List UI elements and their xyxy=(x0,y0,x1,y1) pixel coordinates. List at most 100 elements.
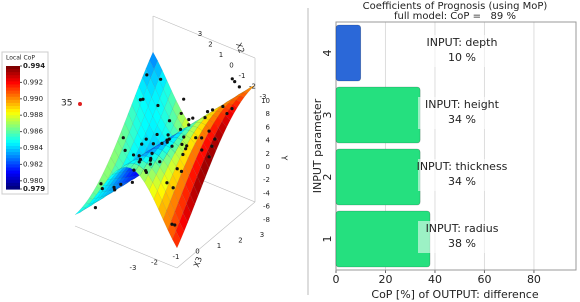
sample-point xyxy=(221,104,225,109)
colorbar-swatch xyxy=(6,145,20,150)
sample-point xyxy=(137,154,141,158)
y-tick-label: 0 xyxy=(266,163,270,171)
colorbar-swatch xyxy=(6,90,20,95)
y-tick-label: -2 xyxy=(263,176,270,184)
y-tick-label: 4 xyxy=(266,137,271,145)
sample-point xyxy=(207,155,211,159)
colorbar-swatch xyxy=(6,121,20,126)
value-label: 34 % xyxy=(448,175,476,188)
surface-patch xyxy=(172,230,181,249)
y-tick-label: -4 xyxy=(263,189,271,197)
colorbar-swatch xyxy=(6,96,20,101)
colorbar-title: Local CoP xyxy=(6,55,35,62)
colorbar-swatch xyxy=(6,170,20,175)
colorbar-tick-label: 0.988 xyxy=(23,111,43,119)
colorbar-swatch xyxy=(6,142,20,147)
sample-point xyxy=(182,135,186,139)
surface-patch xyxy=(179,212,188,232)
axis-box xyxy=(74,225,178,269)
colorbar-tick-label: 0.990 xyxy=(23,95,43,103)
sample-point xyxy=(138,157,143,162)
label-backdrop xyxy=(418,221,506,253)
sample-point xyxy=(150,151,154,155)
colorbar-swatch xyxy=(6,105,20,110)
x-tick-label: 0 xyxy=(333,273,340,286)
surface-patch xyxy=(214,127,224,143)
y-tick-label: -8 xyxy=(263,216,270,224)
bar xyxy=(335,210,431,268)
colorbar-swatch xyxy=(6,75,20,79)
colorbar-swatch xyxy=(6,149,20,153)
sample-point xyxy=(165,181,169,185)
colorbar-tick-label: 0.984 xyxy=(23,144,44,152)
value-label: 10 % xyxy=(448,51,476,64)
colorbar-swatch xyxy=(6,185,20,190)
sample-point xyxy=(175,167,179,171)
colorbar-swatch xyxy=(6,69,20,73)
x-tick-label: 80 xyxy=(527,273,541,286)
sample-point xyxy=(148,158,153,162)
colorbar-tick-label: 0.992 xyxy=(23,78,43,86)
sample-point xyxy=(145,73,149,77)
y-tick-label: 2 xyxy=(266,150,270,158)
colorbar-swatch xyxy=(6,115,20,119)
sample-point xyxy=(113,188,117,192)
sample-point xyxy=(179,169,184,173)
colorbar-swatch xyxy=(6,127,20,132)
colorbar-swatch xyxy=(6,158,20,162)
colorbar-swatch xyxy=(6,155,20,159)
colorbar-swatch xyxy=(6,118,20,122)
sample-point xyxy=(237,85,241,89)
y-tick-label: 6 xyxy=(266,123,271,131)
sample-point xyxy=(187,117,191,122)
sample-point xyxy=(167,119,172,123)
sample-point xyxy=(119,182,123,186)
sample-point xyxy=(205,110,210,114)
colorbar-swatch xyxy=(6,136,20,141)
sample-point xyxy=(213,137,217,141)
surface-patch xyxy=(235,95,245,103)
x3-tick-label: 1 xyxy=(217,242,221,250)
x3-tick-label: -3 xyxy=(130,264,137,272)
x2-tick-label: 3 xyxy=(198,30,202,38)
sample-point xyxy=(181,152,185,157)
colorbar-swatch xyxy=(6,164,20,169)
sample-point xyxy=(158,160,162,164)
sample-point xyxy=(178,127,183,131)
sample-point xyxy=(170,222,174,226)
surface-patch xyxy=(207,142,217,160)
x-axis-label: CoP [%] of OUTPUT: difference xyxy=(371,288,538,301)
colorbar-swatch xyxy=(6,124,20,129)
sample-point xyxy=(170,144,174,148)
sample-point xyxy=(179,111,183,116)
sample-point xyxy=(121,136,125,140)
colorbar-swatch xyxy=(6,167,20,172)
sample-point xyxy=(230,107,234,111)
sample-point xyxy=(140,142,144,146)
chart-subtitle: full model: CoP = 89 % xyxy=(394,11,516,22)
x2-tick-label: 0 xyxy=(229,62,233,70)
y-tick-label: 1 xyxy=(321,236,334,243)
colorbar-swatch xyxy=(6,139,20,144)
sample-point xyxy=(184,147,188,151)
colorbar-tick-label: 0.982 xyxy=(23,160,43,168)
sample-point xyxy=(182,97,186,101)
plot-frame xyxy=(335,21,577,271)
colorbar-swatch xyxy=(6,87,20,92)
colorbar-tick-label: 0.980 xyxy=(23,177,43,185)
bar xyxy=(335,86,421,144)
sample-point xyxy=(171,186,175,190)
bar-label: INPUT: depth xyxy=(427,36,498,49)
sample-point xyxy=(132,168,136,172)
colorbar-swatch xyxy=(6,66,20,70)
bar-label: INPUT: radius xyxy=(426,222,499,235)
sample-point xyxy=(194,136,198,140)
point-annotation: 35 xyxy=(61,99,72,109)
value-label: 34 % xyxy=(448,113,476,126)
y-tick-label: -6 xyxy=(263,203,271,211)
colorbar-swatch xyxy=(6,161,20,165)
axis-box xyxy=(152,15,256,59)
x-tick-label: 40 xyxy=(428,273,442,286)
colorbar-swatch xyxy=(6,152,20,156)
